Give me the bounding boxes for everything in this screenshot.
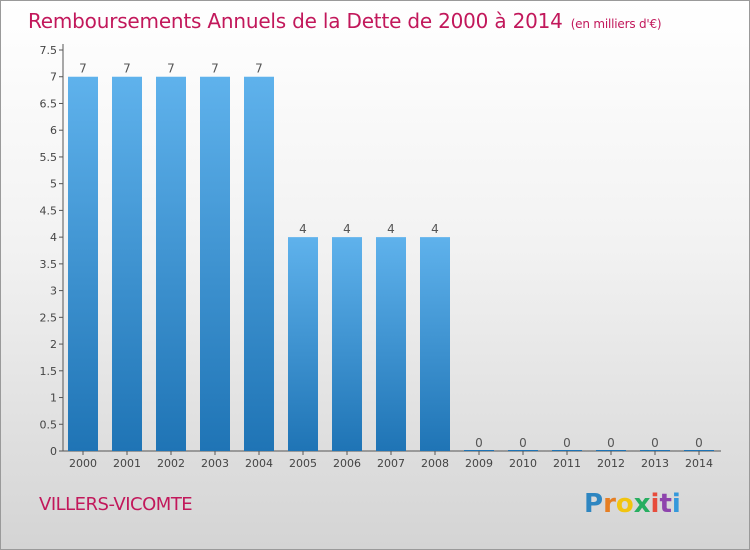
x-tick-label: 2003	[201, 457, 229, 470]
y-tick-label: 6.5	[40, 97, 58, 110]
y-tick-label: 5	[50, 178, 57, 191]
logo-letter: P	[584, 489, 604, 519]
data-label: 0	[519, 436, 527, 450]
bar	[420, 237, 450, 451]
x-tick-label: 2014	[685, 457, 713, 470]
data-label: 4	[431, 222, 439, 236]
y-tick-label: 4	[50, 231, 57, 244]
data-labels: 7 7 7 7 7 4 4 4 4 0 0 0 0 0 0	[79, 62, 703, 450]
chart-title: Remboursements Annuels de la Dette de 20…	[28, 9, 662, 33]
bar	[332, 237, 362, 451]
y-tick-label: 0	[50, 445, 57, 458]
data-label: 7	[79, 62, 87, 76]
data-label: 4	[299, 222, 307, 236]
y-tick-label: 7.5	[40, 44, 58, 57]
y-tick-label: 2	[50, 338, 57, 351]
y-tick-label: 4.5	[40, 204, 58, 217]
chart-title-text: Remboursements Annuels de la Dette de 20…	[28, 9, 563, 33]
x-tick-label: 2008	[421, 457, 449, 470]
data-label: 7	[167, 62, 175, 76]
logo-letter: r	[603, 489, 616, 519]
y-tick-label: 5.5	[40, 151, 58, 164]
x-tick-label: 2004	[245, 457, 273, 470]
x-tick-label: 2010	[509, 457, 537, 470]
data-label: 0	[475, 436, 483, 450]
x-tick-label: 2006	[333, 457, 361, 470]
data-label: 7	[255, 62, 263, 76]
x-tick-label: 2007	[377, 457, 405, 470]
y-tick-label: 7	[50, 71, 57, 84]
data-label: 7	[211, 62, 219, 76]
y-tick-label: 1	[50, 392, 57, 405]
x-tick-label: 2001	[113, 457, 141, 470]
data-label: 0	[563, 436, 571, 450]
logo-letter: o	[615, 489, 634, 519]
y-tick-label: 3	[50, 285, 57, 298]
logo-letter: x	[633, 489, 651, 519]
data-label: 7	[123, 62, 131, 76]
y-tick-label: 6	[50, 124, 57, 137]
data-label: 4	[387, 222, 395, 236]
data-label: 0	[651, 436, 659, 450]
y-tick-label: 3.5	[40, 258, 58, 271]
bar	[376, 237, 406, 451]
y-tick-label: 1.5	[40, 365, 58, 378]
logo-letter: i	[671, 489, 681, 519]
y-tick-label: 2.5	[40, 311, 58, 324]
logo-letter: t	[659, 489, 672, 519]
logo-letter: i	[650, 489, 660, 519]
x-tick-label: 2013	[641, 457, 669, 470]
data-label: 0	[695, 436, 703, 450]
x-tick-label: 2009	[465, 457, 493, 470]
x-tick-label: 2011	[553, 457, 581, 470]
x-tick-label: 2012	[597, 457, 625, 470]
proxiti-logo: Proxiti	[584, 489, 681, 519]
x-tick-label: 2005	[289, 457, 317, 470]
bar	[112, 76, 142, 451]
bar	[200, 76, 230, 451]
axes: 0 0.5 1 1.5 2 2.5 3 3.5 4 4.5 5 5.5 6 6.5 7 7.5 2000 2001…	[40, 44, 721, 470]
y-tick-label: 0.5	[40, 418, 58, 431]
bar	[244, 76, 274, 451]
x-tick-label: 2000	[69, 457, 97, 470]
bar	[156, 76, 186, 451]
town-name: VILLERS-VICOMTE	[39, 494, 193, 515]
data-label: 4	[343, 222, 351, 236]
bars	[68, 76, 714, 451]
x-tick-label: 2002	[157, 457, 185, 470]
bar	[288, 237, 318, 451]
chart-unit-note: (en milliers d'€)	[570, 17, 662, 31]
data-label: 0	[607, 436, 615, 450]
bar	[68, 76, 98, 451]
